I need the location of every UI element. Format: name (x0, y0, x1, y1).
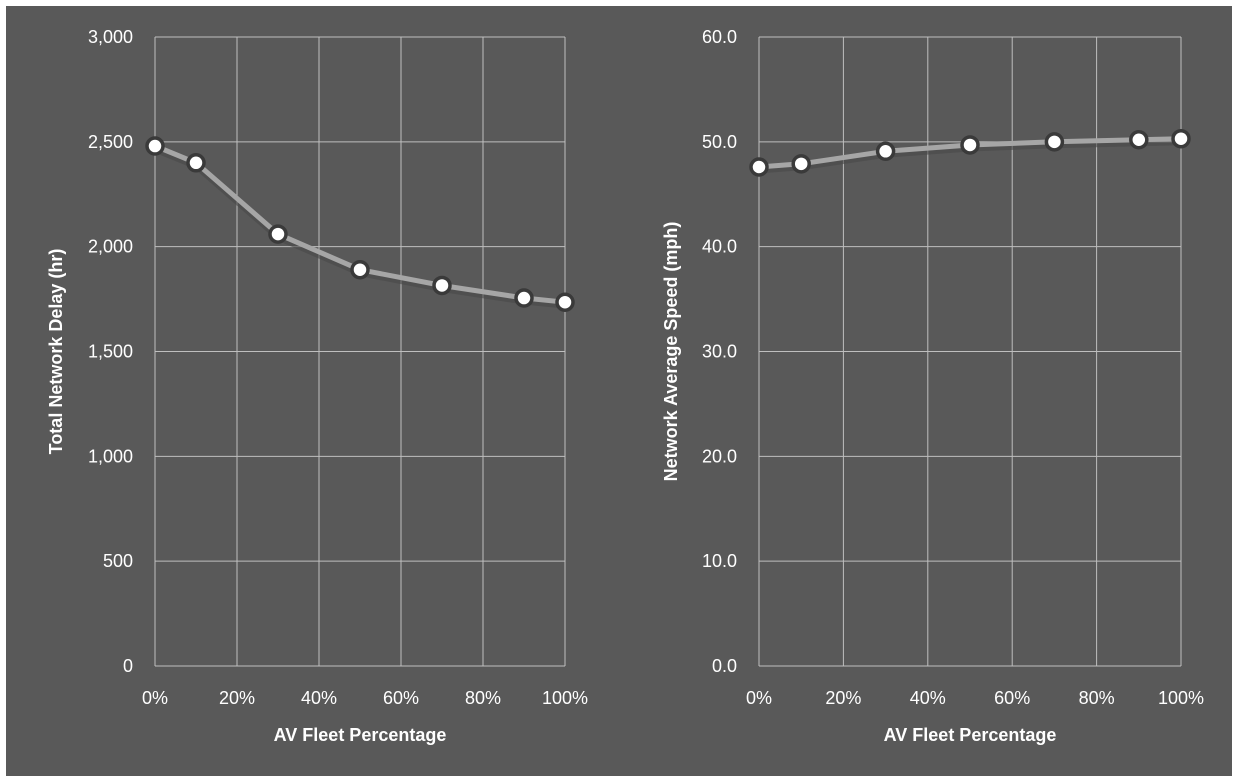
y-tick-label: 40.0 (702, 237, 737, 257)
x-tick-label: 60% (383, 688, 419, 708)
data-point (555, 292, 575, 312)
x-tick-label: 0% (746, 688, 772, 708)
x-tick-label: 60% (994, 688, 1030, 708)
speed-chart: 0.0 10.0 20.0 30.0 40.0 50.0 60.0 0% 20% 40% 60% 80… (661, 27, 1204, 745)
x-tick-label: 20% (219, 688, 255, 708)
y-tick-label: 1,500 (88, 342, 133, 362)
y-tick-label: 20.0 (702, 446, 737, 466)
data-point (1171, 128, 1191, 149)
y-axis-title: Total Network Delay (hr) (46, 249, 66, 455)
x-axis-title: AV Fleet Percentage (274, 725, 447, 745)
y-tick-label: 10.0 (702, 551, 737, 571)
y-tick-label: 2,500 (88, 132, 133, 152)
data-point (432, 275, 452, 296)
x-tick-label: 100% (542, 688, 588, 708)
data-point (350, 259, 370, 280)
data-point (1129, 129, 1149, 150)
y-tick-label: 1,000 (88, 446, 133, 466)
data-point (1044, 132, 1065, 152)
x-tick-label: 0% (142, 688, 168, 708)
y-tick-label: 50.0 (702, 132, 737, 152)
x-tick-label: 80% (1079, 688, 1115, 708)
data-point (791, 154, 811, 174)
y-tick-label: 0.0 (712, 656, 737, 676)
y-axis-title: Network Average Speed (mph) (661, 222, 681, 482)
y-tick-label: 30.0 (702, 342, 737, 362)
delay-chart: 0 500 1,000 1,500 2,000 2,500 3,000 0% 20% 40% 60%… (46, 27, 588, 745)
data-point (186, 153, 206, 173)
data-point (960, 135, 980, 155)
data-point (749, 157, 769, 177)
data-point (145, 136, 165, 156)
data-point (875, 141, 896, 162)
x-axis-title: AV Fleet Percentage (884, 725, 1057, 745)
x-tick-label: 40% (301, 688, 337, 708)
y-tick-label: 3,000 (88, 27, 133, 47)
data-point (268, 224, 288, 244)
y-tick-label: 0 (123, 656, 133, 676)
y-tick-label: 60.0 (702, 27, 737, 47)
y-tick-label: 500 (103, 551, 133, 571)
x-tick-label: 100% (1158, 688, 1204, 708)
y-tick-label: 2,000 (88, 237, 133, 257)
x-tick-label: 80% (465, 688, 501, 708)
data-point (514, 288, 534, 308)
chart-background (6, 6, 1232, 776)
series-line-shadow (152, 147, 568, 309)
x-tick-label: 40% (910, 688, 946, 708)
x-tick-label: 20% (825, 688, 861, 708)
